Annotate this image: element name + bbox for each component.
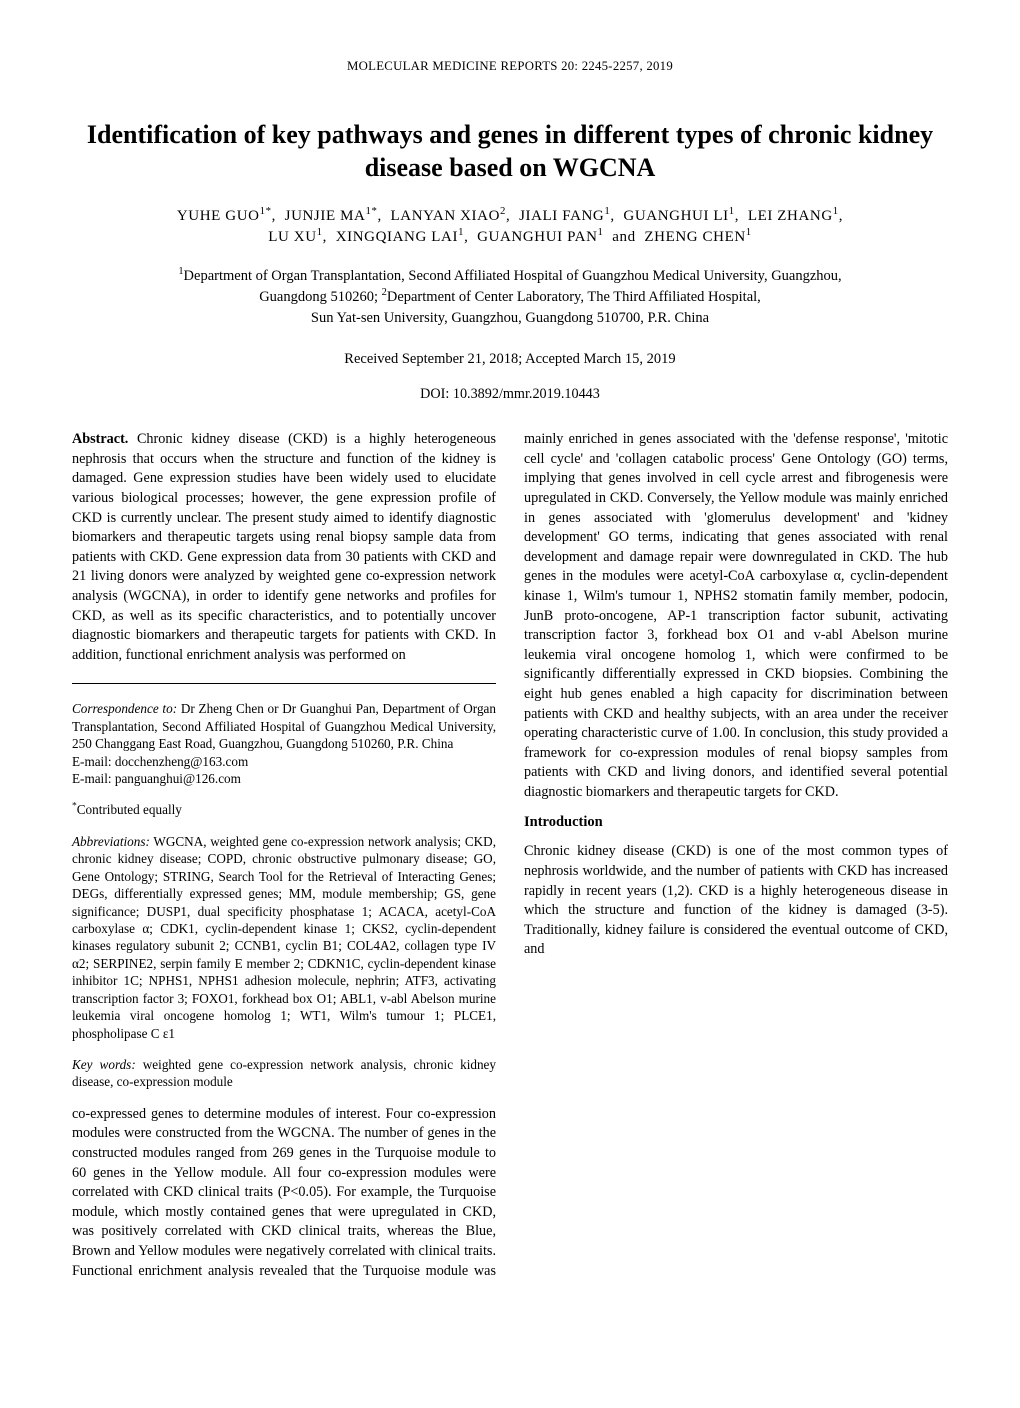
author-list: YUHE GUO1*, JUNJIE MA1*, LANYAN XIAO2, J… [72,206,948,247]
abbreviations-label: Abbreviations: [72,834,150,849]
correspondence-email-1: E-mail: docchenzheng@163.com [72,754,248,769]
contributed-equally: *Contributed equally [72,801,496,818]
footnote-divider [72,683,496,684]
keywords-block: Key words: weighted gene co-expression n… [72,1056,496,1091]
keywords-label: Key words: [72,1057,136,1072]
correspondence-label: Correspondence to: [72,701,177,716]
abstract-block: Abstract. Chronic kidney disease (CKD) i… [72,430,496,665]
running-head: MOLECULAR MEDICINE REPORTS 20: 2245-2257… [72,58,948,76]
affiliations: 1Department of Organ Transplantation, Se… [72,266,948,329]
two-column-body: Abstract. Chronic kidney disease (CKD) i… [72,430,948,1292]
introduction-heading: Introduction [524,812,948,832]
doi: DOI: 10.3892/mmr.2019.10443 [72,385,948,405]
abstract-left-text: Chronic kidney disease (CKD) is a highly… [72,431,496,663]
article-title: Identification of key pathways and genes… [72,118,948,185]
introduction-paragraph: Chronic kidney disease (CKD) is one of t… [524,842,948,960]
abstract-left-paragraph: Abstract. Chronic kidney disease (CKD) i… [72,430,496,665]
abbreviations-body: WGCNA, weighted gene co-expression netwo… [72,834,496,1041]
correspondence-block: Correspondence to: Dr Zheng Chen or Dr G… [72,700,496,787]
keywords-body: weighted gene co-expression network anal… [72,1057,496,1089]
received-accepted-dates: Received September 21, 2018; Accepted Ma… [72,349,948,369]
abstract-label: Abstract. [72,431,128,447]
correspondence-email-2: E-mail: panguanghui@126.com [72,771,241,786]
abbreviations-block: Abbreviations: WGCNA, weighted gene co-e… [72,833,496,1042]
